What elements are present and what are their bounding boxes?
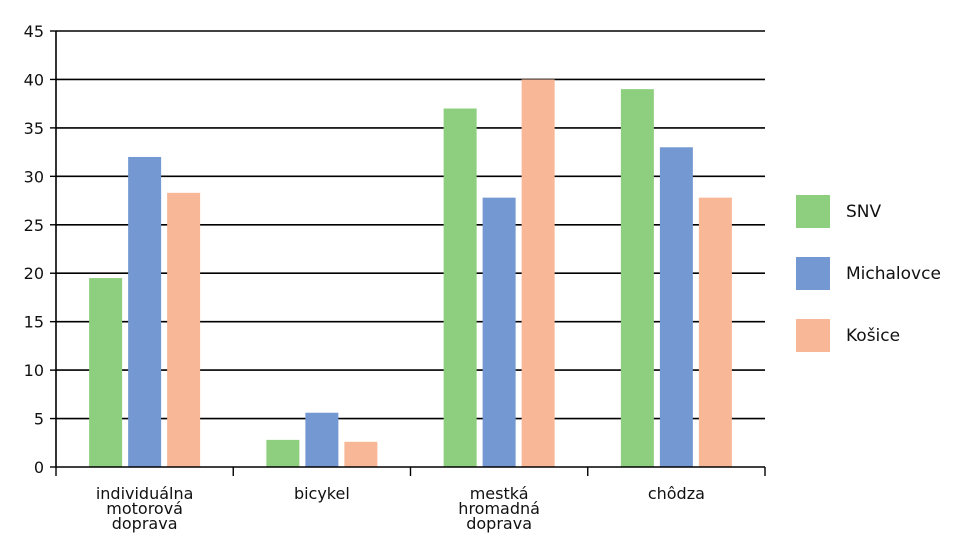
y-tick-label: 40 [24, 70, 44, 89]
legend-label: SNV [846, 202, 882, 222]
axes [50, 30, 766, 476]
legend-swatch [796, 195, 830, 228]
y-tick-label: 35 [24, 119, 44, 138]
bars [89, 79, 732, 467]
y-tick-label: 10 [24, 361, 44, 380]
legend-label: Michalovce [846, 264, 941, 284]
y-tick-label: 15 [24, 313, 44, 332]
y-tick-label: 20 [24, 264, 44, 283]
bar [344, 441, 378, 467]
bar [128, 156, 162, 467]
bar [443, 108, 477, 467]
y-tick-label: 0 [34, 458, 44, 477]
category-label: mestká hromadná doprava [458, 484, 540, 533]
bar [482, 197, 516, 467]
y-tick-label: 45 [24, 22, 44, 41]
bar [266, 439, 300, 467]
category-label: bicykel [294, 484, 350, 503]
bar [521, 79, 555, 467]
bar [659, 147, 693, 467]
bar [89, 278, 123, 467]
legend-label: Košice [846, 326, 900, 346]
grid-lines [56, 30, 765, 420]
bar [305, 412, 339, 467]
bar [698, 197, 732, 467]
category-label: chôdza [648, 484, 705, 503]
bar [167, 192, 201, 467]
labels: 0 5 10 15 20 25 30 35 40 45 individuálna motorová do… [24, 22, 705, 533]
bar [620, 89, 654, 467]
legend: SNV Michalovce Košice [796, 195, 941, 352]
y-tick-label: 5 [34, 410, 44, 429]
legend-swatch [796, 257, 830, 290]
y-tick-label: 25 [24, 216, 44, 235]
category-label: individuálna motorová doprava [96, 484, 194, 533]
y-tick-label: 30 [24, 167, 44, 186]
legend-swatch [796, 319, 830, 352]
